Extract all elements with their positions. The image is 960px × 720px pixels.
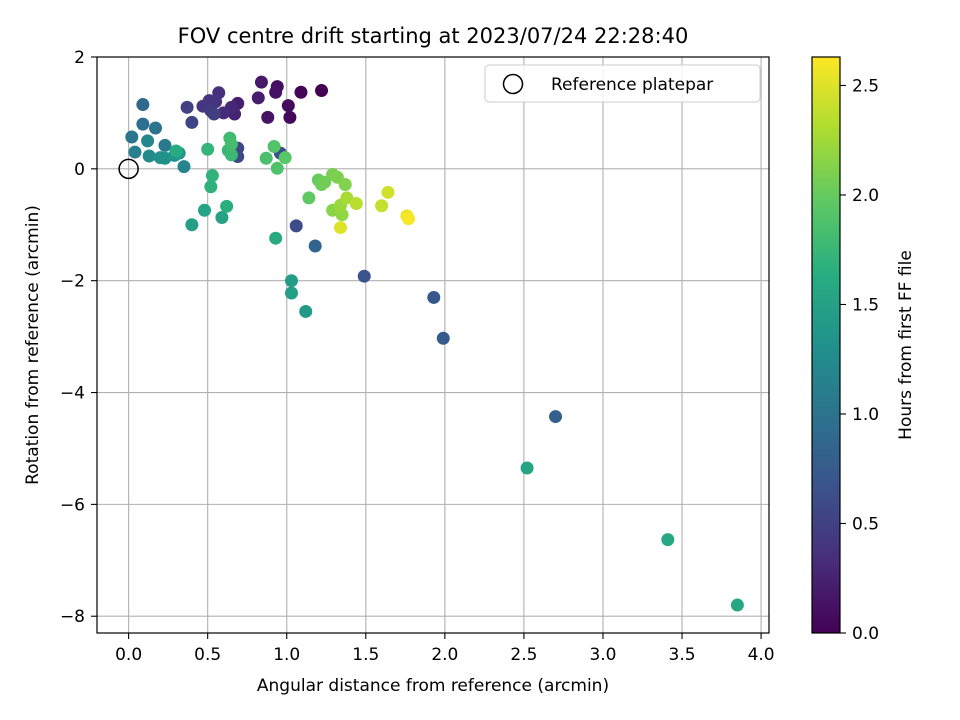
data-point: [201, 142, 215, 156]
data-point: [436, 331, 450, 345]
data-point: [302, 191, 316, 205]
colorbar-tick-label: 1.0: [852, 405, 879, 425]
data-point: [204, 180, 218, 194]
data-point: [259, 151, 273, 165]
plot-frame: [96, 56, 770, 634]
reference-marker-layer: [118, 158, 139, 180]
data-point: [251, 91, 265, 105]
data-point: [308, 239, 322, 253]
data-point: [180, 100, 194, 114]
chart-title: FOV centre drift starting at 2023/07/24 …: [178, 24, 689, 48]
data-point: [269, 231, 283, 245]
x-tick-label: 2.0: [431, 645, 458, 665]
colorbar-ticks: 0.0 0.5 1.0 1.5 2.0 2.5: [840, 76, 879, 644]
x-tick-label: 4.0: [748, 645, 775, 665]
data-point: [315, 84, 329, 98]
data-point: [224, 137, 238, 151]
data-point: [270, 161, 284, 175]
plot-area: [97, 57, 769, 633]
colorbar-tick-label: 0.5: [852, 514, 879, 534]
colorbar-tick-label: 1.5: [852, 295, 879, 315]
data-point: [401, 212, 415, 226]
data-point: [357, 269, 371, 283]
scatter-points: [125, 75, 744, 612]
grid-lines: [97, 56, 769, 633]
x-tick-label: 3.0: [589, 645, 616, 665]
colorbar-tick-label: 2.0: [852, 186, 879, 206]
colorbar-label: Hours from first FF file: [896, 250, 916, 440]
data-point: [254, 75, 268, 89]
data-point: [205, 169, 219, 183]
data-point: [269, 85, 283, 99]
data-point: [136, 98, 150, 112]
legend: Reference platepar: [484, 64, 761, 103]
data-point: [158, 138, 172, 152]
data-point: [177, 160, 191, 174]
data-point: [224, 148, 238, 162]
data-point: [278, 151, 292, 165]
data-point: [220, 199, 234, 213]
data-point: [730, 598, 744, 612]
colorbar: 0.0 0.5 1.0 1.5 2.0 2.5 Hours from first FF f…: [811, 56, 916, 644]
data-point: [289, 219, 303, 233]
data-point: [149, 121, 163, 135]
y-tick-label: 0: [74, 160, 85, 180]
colorbar-frame: [811, 56, 841, 634]
x-tick-label: 3.5: [669, 645, 696, 665]
data-point: [185, 218, 199, 232]
legend-marker: [502, 73, 524, 95]
data-point: [267, 139, 281, 153]
data-point: [142, 149, 156, 163]
data-point: [198, 203, 212, 217]
data-point: [520, 461, 534, 475]
data-point: [338, 178, 352, 192]
data-point: [318, 175, 332, 189]
data-point: [294, 85, 308, 99]
data-point: [125, 130, 139, 144]
data-point: [141, 134, 155, 148]
x-tick-label: 1.5: [352, 645, 379, 665]
data-point: [215, 210, 229, 224]
data-point: [549, 410, 563, 424]
y-tick-label: −2: [60, 272, 85, 292]
data-point: [169, 144, 183, 158]
data-point: [349, 197, 363, 211]
colorbar-gradient: [812, 57, 840, 633]
y-tick-label: −4: [60, 384, 85, 404]
data-point: [283, 110, 297, 124]
y-axis-title: Rotation from reference (arcmin): [23, 205, 43, 485]
reference-platepar-marker: [118, 158, 139, 180]
data-point: [128, 145, 142, 159]
x-tick-label: 0.5: [194, 645, 221, 665]
y-axis: 2 0 −2 −4 −6 −8: [60, 48, 97, 627]
data-point: [299, 304, 313, 318]
legend-box: [484, 64, 761, 103]
data-point: [136, 117, 150, 131]
data-point: [185, 115, 199, 129]
colorbar-tick-label: 0.0: [852, 624, 879, 644]
data-point: [375, 199, 389, 213]
x-axis-title: Angular distance from reference (arcmin): [257, 676, 609, 696]
data-point: [207, 107, 221, 121]
x-tick-label: 2.5: [510, 645, 537, 665]
x-tick-label: 0.0: [115, 645, 142, 665]
x-tick-label: 1.0: [273, 645, 300, 665]
data-point: [216, 106, 230, 120]
colorbar-tick-label: 2.5: [852, 76, 879, 96]
data-point: [381, 185, 395, 199]
data-point: [340, 191, 354, 205]
data-point: [284, 274, 298, 288]
data-point: [261, 110, 275, 124]
y-tick-label: −6: [60, 495, 85, 515]
legend-label: Reference platepar: [551, 75, 713, 95]
data-point: [281, 99, 295, 113]
data-point: [284, 286, 298, 300]
y-tick-label: −8: [60, 607, 85, 627]
data-point: [661, 533, 675, 547]
x-axis: 0.0 0.5 1.0 1.5 2.0 2.5 3.0 3.5 4.0: [115, 633, 775, 665]
data-point: [427, 290, 441, 304]
y-tick-label: 2: [74, 48, 85, 68]
data-point: [334, 221, 348, 235]
